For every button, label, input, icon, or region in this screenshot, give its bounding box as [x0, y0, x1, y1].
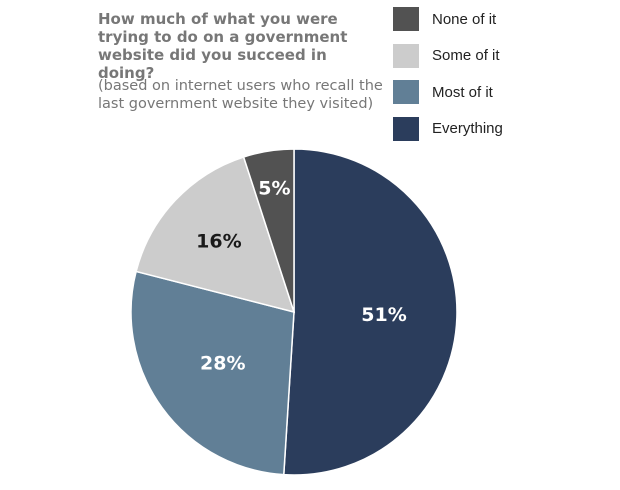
legend: None of it Some of it Most of it Everyth… — [393, 7, 503, 153]
legend-label-everything: Everything — [432, 120, 503, 137]
legend-item-some-of-it: Some of it — [393, 43, 503, 68]
slice-label-everything: 51% — [361, 304, 406, 326]
legend-item-most-of-it: Most of it — [393, 80, 503, 104]
legend-item-everything: Everything — [393, 116, 503, 141]
legend-label-none-of-it: None of it — [432, 10, 497, 28]
pie-slice-some-of-it — [135, 156, 296, 314]
legend-swatch-some-of-it — [393, 43, 419, 68]
legend-label-some-of-it: Some of it — [432, 47, 500, 64]
legend-swatch-everything — [393, 116, 419, 141]
chart-title: How much of what you were trying to do o… — [98, 10, 348, 82]
legend-label-most-of-it: Most of it — [432, 83, 493, 101]
pie-slice-everything — [282, 148, 458, 476]
pie-slice-none-of-it — [242, 148, 295, 313]
chart-subtitle: (based on internet users who recall the … — [98, 78, 383, 112]
pie-slice-most-of-it — [130, 270, 295, 476]
legend-swatch-most-of-it — [393, 80, 419, 104]
slice-label-none-of-it: 5% — [258, 178, 290, 200]
slice-label-some-of-it: 16% — [196, 231, 241, 253]
legend-item-none-of-it: None of it — [393, 7, 503, 31]
legend-swatch-none-of-it — [393, 7, 419, 31]
slice-label-most-of-it: 28% — [200, 353, 245, 375]
